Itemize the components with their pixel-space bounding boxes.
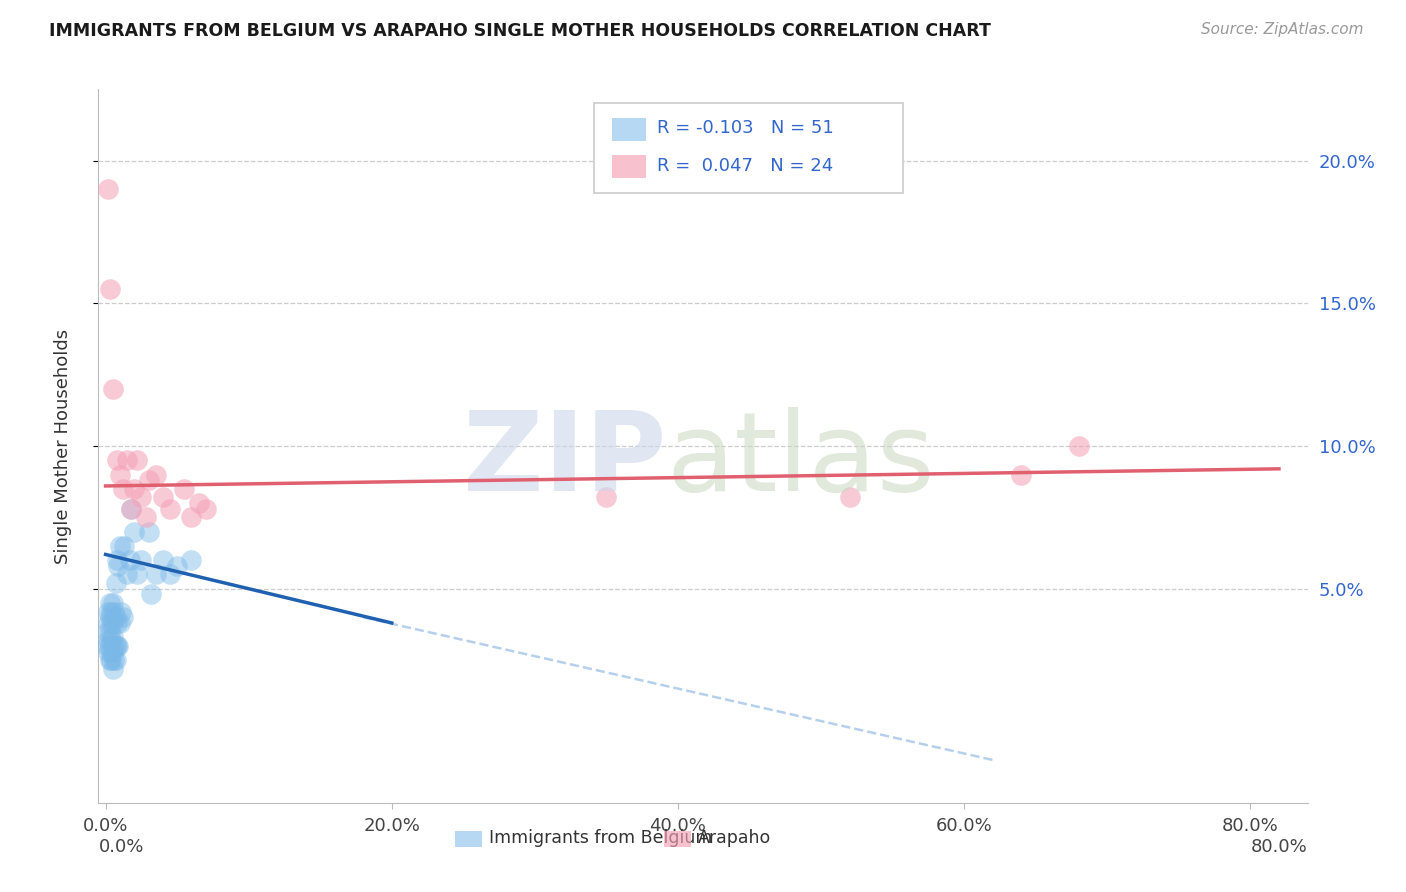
Text: 80.0%: 80.0% <box>1251 838 1308 856</box>
Text: Immigrants from Belgium: Immigrants from Belgium <box>489 830 713 847</box>
Point <box>111 482 134 496</box>
Point <box>98 653 121 667</box>
Point <box>138 473 160 487</box>
Text: 0.0%: 0.0% <box>98 838 143 856</box>
Point <box>101 630 124 644</box>
Point <box>159 567 181 582</box>
Bar <box>613 155 647 178</box>
Point <box>105 639 128 653</box>
Point <box>180 510 202 524</box>
Point <box>120 501 142 516</box>
Text: R =  0.047   N = 24: R = 0.047 N = 24 <box>657 157 834 175</box>
Point <box>166 558 188 573</box>
Point <box>97 615 120 630</box>
Point <box>118 553 141 567</box>
Point <box>112 539 135 553</box>
Point <box>97 633 120 648</box>
Point <box>97 644 120 658</box>
Point <box>101 662 124 676</box>
Point <box>108 539 131 553</box>
Point <box>100 605 122 619</box>
Point <box>103 639 125 653</box>
Point <box>131 553 153 567</box>
Point <box>1010 467 1032 482</box>
Point <box>187 496 209 510</box>
Point <box>125 567 148 582</box>
Point <box>103 653 125 667</box>
Point <box>96 639 118 653</box>
Point <box>104 610 127 624</box>
Point <box>101 596 124 610</box>
Point <box>131 491 153 505</box>
Text: R = -0.103   N = 51: R = -0.103 N = 51 <box>657 120 834 137</box>
Point <box>98 282 121 296</box>
Point <box>98 624 121 639</box>
Point <box>107 558 129 573</box>
Point <box>838 491 860 505</box>
Text: IMMIGRANTS FROM BELGIUM VS ARAPAHO SINGLE MOTHER HOUSEHOLDS CORRELATION CHART: IMMIGRANTS FROM BELGIUM VS ARAPAHO SINGL… <box>49 22 991 40</box>
Point <box>122 482 145 496</box>
Point <box>97 182 120 196</box>
Point <box>159 501 181 516</box>
Point <box>173 482 195 496</box>
Point <box>104 576 127 591</box>
Point <box>138 524 160 539</box>
Point <box>100 644 122 658</box>
Point <box>111 610 134 624</box>
Point <box>115 567 138 582</box>
Bar <box>613 118 647 141</box>
Point <box>98 596 121 610</box>
Text: Source: ZipAtlas.com: Source: ZipAtlas.com <box>1201 22 1364 37</box>
Point <box>145 567 167 582</box>
Point <box>108 615 131 630</box>
Text: Arapaho: Arapaho <box>699 830 772 847</box>
Point <box>104 653 127 667</box>
Point <box>104 639 127 653</box>
Point <box>115 453 138 467</box>
Point <box>152 553 174 567</box>
Text: ZIP: ZIP <box>464 407 666 514</box>
Point <box>1067 439 1090 453</box>
Point <box>103 605 125 619</box>
Point <box>105 453 128 467</box>
Bar <box>456 831 482 847</box>
FancyBboxPatch shape <box>595 103 903 193</box>
Point <box>152 491 174 505</box>
Point <box>100 633 122 648</box>
Point <box>98 610 121 624</box>
Point <box>125 453 148 467</box>
Point <box>105 615 128 630</box>
Point <box>98 639 121 653</box>
Point <box>135 510 157 524</box>
Point <box>145 467 167 482</box>
Point <box>120 501 142 516</box>
Point <box>101 615 124 630</box>
Point <box>97 605 120 619</box>
Point <box>96 624 118 639</box>
Point <box>141 587 163 601</box>
Point <box>194 501 217 516</box>
Y-axis label: Single Mother Households: Single Mother Households <box>53 328 72 564</box>
Point <box>100 615 122 630</box>
Point <box>101 382 124 396</box>
Text: atlas: atlas <box>666 407 935 514</box>
Point <box>108 467 131 482</box>
Point <box>107 639 129 653</box>
Point <box>122 524 145 539</box>
Point <box>100 653 122 667</box>
Point <box>101 644 124 658</box>
Point <box>105 553 128 567</box>
Point <box>110 605 132 619</box>
Bar <box>664 831 690 847</box>
Point <box>180 553 202 567</box>
Point <box>595 491 617 505</box>
